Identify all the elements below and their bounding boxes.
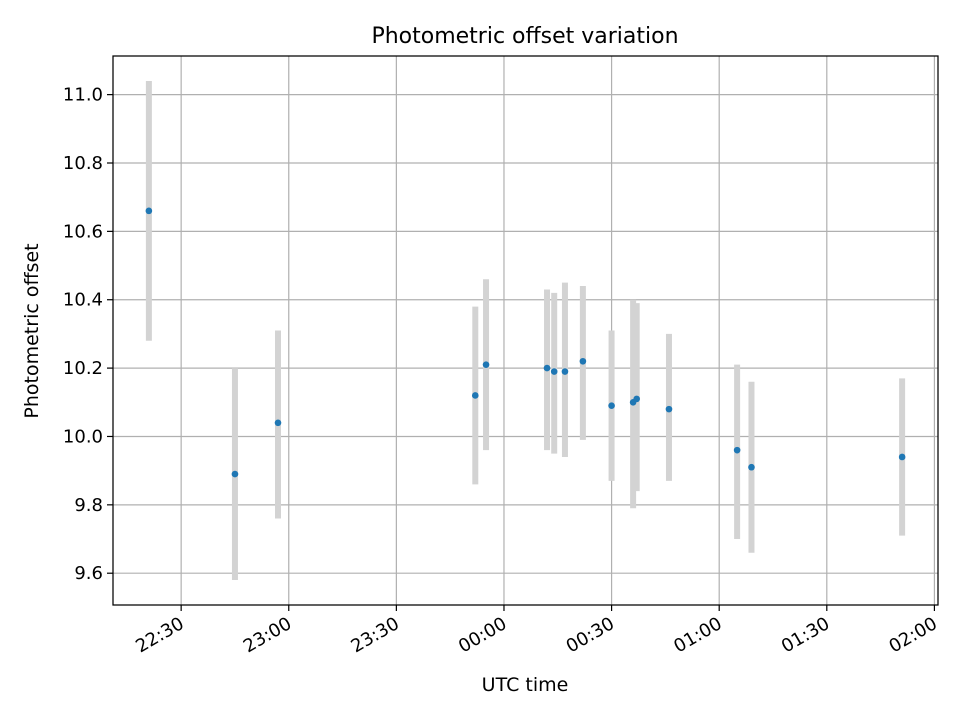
data-point [733, 446, 741, 454]
y-tick-label: 9.6 [74, 563, 103, 584]
data-point [579, 357, 587, 365]
y-tick-label: 10.0 [63, 426, 103, 447]
data-point [550, 368, 558, 375]
data-point [482, 361, 490, 368]
data-point [274, 419, 282, 427]
data-point [145, 207, 153, 215]
point-layer [145, 207, 906, 478]
chart-title: Photometric offset variation [371, 24, 678, 49]
x-axis-label: UTC time [482, 674, 569, 696]
y-tick-label: 11.0 [63, 85, 103, 106]
data-point [608, 402, 615, 410]
y-tick-label: 9.8 [74, 495, 103, 516]
data-point [471, 392, 479, 399]
y-tick-label: 10.8 [63, 153, 103, 174]
data-point [898, 453, 906, 461]
y-axis-label: Photometric offset [21, 243, 43, 418]
data-point [748, 463, 755, 471]
data-point [633, 395, 640, 403]
data-point [231, 470, 239, 478]
data-point [665, 405, 673, 413]
data-point [543, 364, 551, 372]
y-tick-label: 10.6 [63, 221, 103, 242]
y-tick-label: 10.2 [63, 358, 103, 379]
y-tick-label: 10.4 [63, 290, 103, 311]
plot-frame [112, 55, 939, 606]
data-point [561, 368, 569, 375]
